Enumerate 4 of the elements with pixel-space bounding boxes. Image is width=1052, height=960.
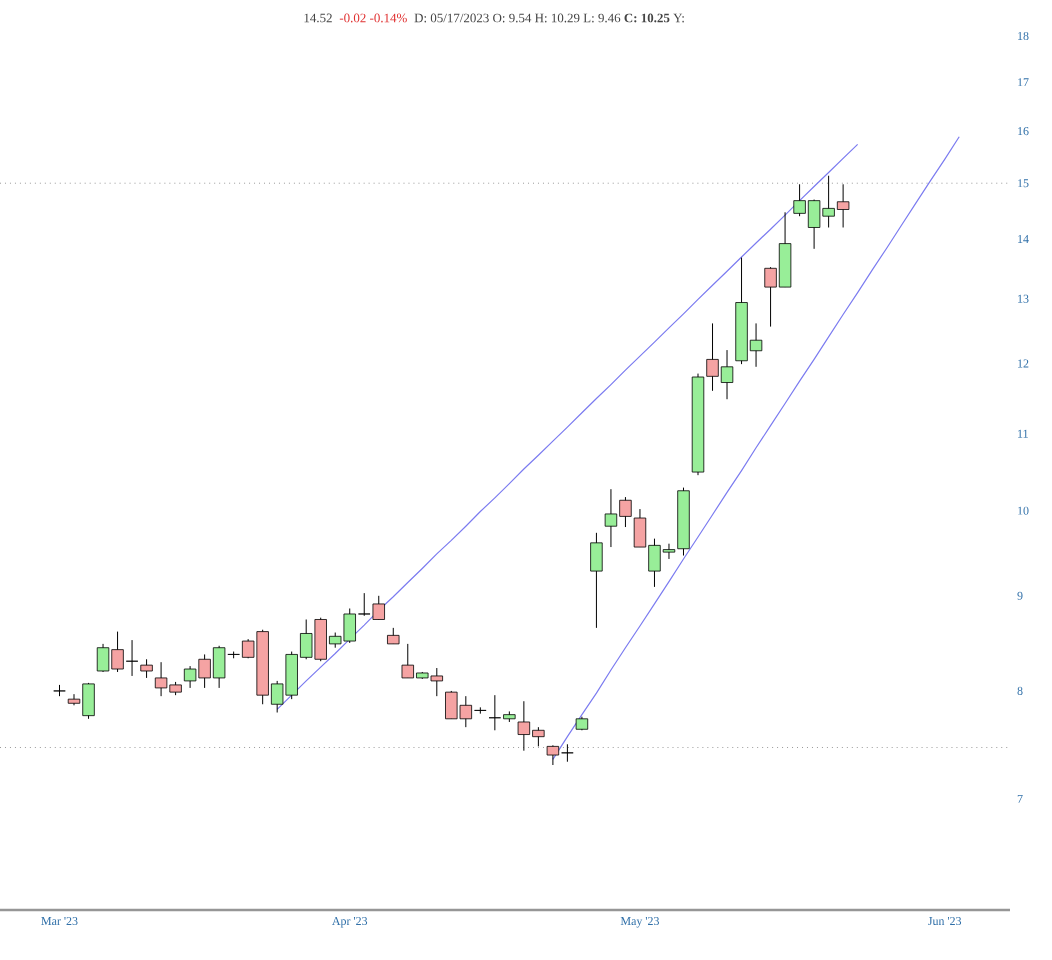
line-series: [276, 143, 859, 710]
line-series: [552, 136, 960, 761]
candlestick: [590, 532, 603, 629]
candlestick: [140, 658, 153, 679]
